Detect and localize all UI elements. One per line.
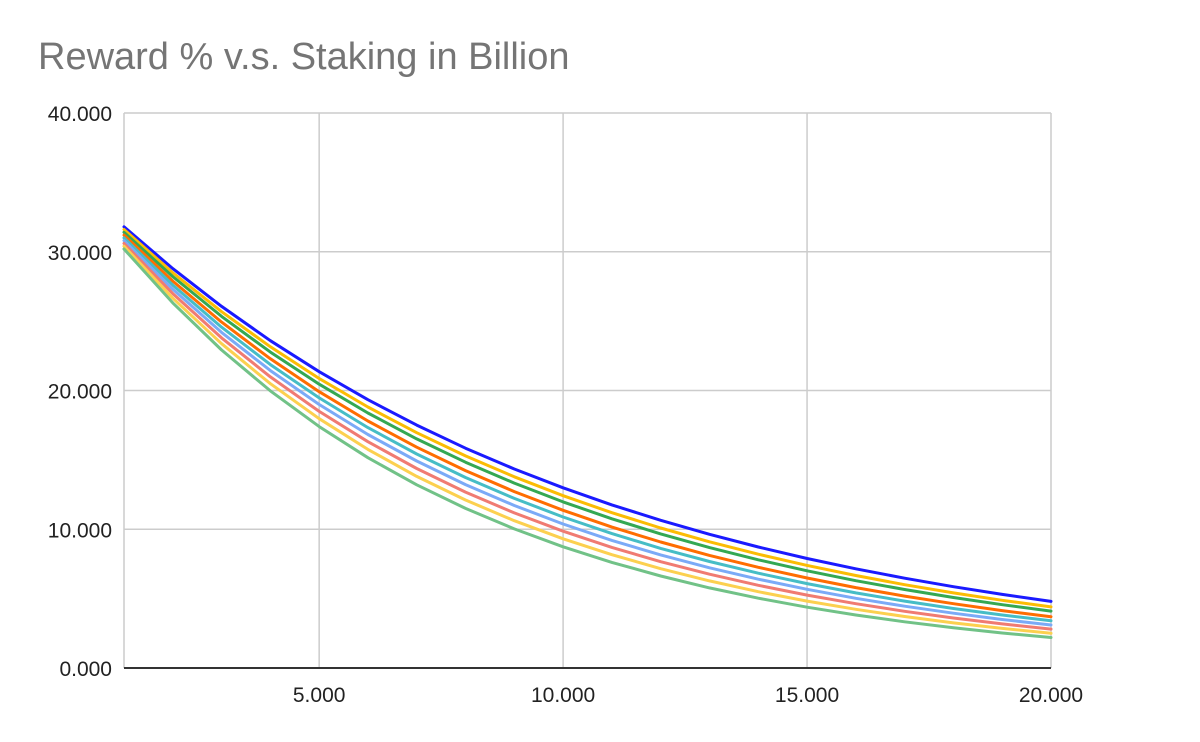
chart-title: Reward % v.s. Staking in Billion [38,36,570,78]
series-line-series-6 [122,239,1053,627]
y-tick-label: 0.000 [59,658,112,681]
y-tick-label: 30.000 [48,242,112,265]
x-tick-label: 20.000 [1019,684,1083,707]
y-tick-label: 20.000 [48,381,112,404]
series-line-series-4 [122,233,1053,619]
y-tick-label: 10.000 [48,519,112,542]
series-lines [122,225,1053,639]
x-tick-label: 15.000 [775,684,839,707]
series-line-series-1 [122,225,1053,603]
y-tick-label: 40.000 [48,103,112,126]
series-line-series-2 [122,228,1053,609]
tick-labels: 5.000 10.000 15.000 20.000 0.000 10.000 20.000… [48,103,1083,707]
series-line-series-8 [122,244,1053,635]
x-tick-label: 10.000 [531,684,595,707]
series-line-series-5 [122,236,1053,623]
series-line-series-3 [122,230,1053,613]
x-tick-label: 5.000 [293,684,346,707]
series-line-series-7 [122,241,1053,631]
series-line-series-9 [122,247,1053,639]
